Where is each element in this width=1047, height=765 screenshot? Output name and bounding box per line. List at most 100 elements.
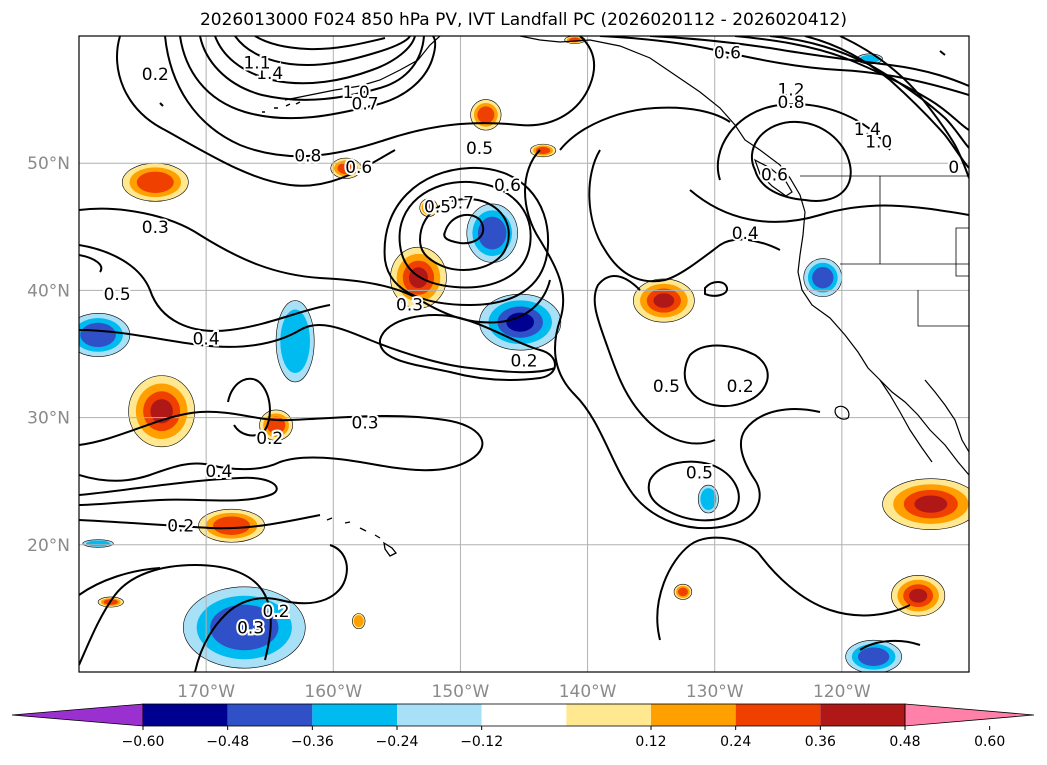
map-frame	[78, 35, 970, 673]
lat-tick-label: 50°N	[27, 154, 70, 174]
shade-ring	[337, 162, 355, 174]
shade-ring	[477, 216, 507, 250]
colorbar-tick-label: −0.48	[206, 734, 249, 750]
shaded-region	[803, 258, 843, 298]
colorbar-segment	[566, 704, 651, 726]
contour-label: 1.0	[865, 133, 892, 153]
contour-label: 0.8	[777, 93, 804, 113]
colorbar-segment	[143, 704, 228, 726]
shade-ring	[86, 540, 110, 547]
contour-label: 1.1	[243, 54, 270, 74]
colorbar-tick-label: −0.12	[460, 734, 503, 750]
colorbar-tick-label: 0.48	[889, 734, 920, 750]
colorbar: −0.60 −0.48 −0.36 −0.24 −0.12 0.12 0.24 0.36 0.4…	[11, 703, 1035, 750]
contour-label: 0.8	[294, 147, 321, 167]
map-title: 2026013000 F024 850 hPa PV, IVT Landfall…	[199, 10, 847, 30]
shade-ring	[535, 146, 551, 155]
colorbar-segment	[397, 704, 482, 726]
lon-tick-label: 150°W	[432, 682, 490, 702]
map-background	[79, 36, 969, 672]
colorbar-segment	[735, 704, 821, 726]
shade-ring	[677, 587, 688, 597]
contour-label: 0.2	[263, 602, 290, 622]
contour-label: 1.4	[256, 64, 283, 84]
shaded-region	[352, 613, 366, 630]
shaded-region	[891, 575, 946, 617]
shade-ring	[477, 106, 495, 124]
contour-label: 0.3	[142, 218, 169, 238]
shade-ring	[423, 202, 434, 213]
shaded-region	[275, 300, 315, 383]
colorbar-extend-low	[11, 703, 144, 727]
shaded-region	[479, 293, 562, 351]
colorbar-tick-label: −0.60	[122, 734, 165, 750]
shaded-region	[82, 539, 114, 548]
colorbar-segment	[651, 704, 736, 726]
shaded-region	[845, 639, 902, 672]
colorbar-tick-label: −0.24	[376, 734, 419, 750]
shade-ring	[280, 309, 311, 374]
contour-label: 0.2	[167, 517, 194, 537]
shaded-region	[470, 99, 502, 131]
colorbar-tick-label: 0.24	[720, 734, 751, 750]
colorbar-tick-label: 0.12	[635, 734, 666, 750]
shade-ring	[653, 293, 675, 308]
latitude-labels: 20°N 30°N 40°N 50°N	[27, 154, 70, 556]
shaded-region	[128, 375, 195, 448]
shade-ring	[812, 266, 834, 289]
pv-contours	[79, 36, 969, 672]
contour-label: 0.4	[193, 330, 220, 350]
contour-label: 0.5	[686, 463, 713, 483]
contour-label: 0.5	[104, 285, 131, 305]
shade-ring	[700, 488, 717, 510]
colorbar-tick-label: 0.36	[805, 734, 836, 750]
gridlines	[79, 36, 969, 672]
shaded-region	[198, 508, 265, 543]
shaded-region	[121, 162, 189, 202]
shade-ring	[914, 495, 948, 513]
shade-ring	[506, 312, 535, 332]
contour-label: 1.0	[343, 83, 370, 103]
contour-label: 1.4	[854, 120, 881, 140]
shade-ring	[909, 588, 928, 603]
colorbar-segment	[481, 704, 567, 726]
shaded-region	[882, 478, 969, 530]
lon-tick-label: 120°W	[813, 682, 871, 702]
shade-ring	[136, 171, 174, 193]
contour-label: 0.7	[352, 94, 379, 114]
colorbar-tick-label: −0.36	[291, 734, 334, 750]
colorbar-segment	[312, 704, 397, 726]
shade-ring	[80, 322, 116, 348]
shaded-region	[466, 203, 518, 263]
shade-ring	[210, 604, 279, 651]
lon-tick-label: 140°W	[559, 682, 617, 702]
shaded-region	[697, 484, 719, 514]
longitude-labels: 170°W 160°W 150°W 140°W 130°W 120°W	[177, 682, 871, 702]
contour-label: 0.6	[714, 44, 741, 64]
shaded-region	[182, 586, 306, 669]
shaded-region	[673, 583, 693, 600]
shaded-region	[530, 143, 557, 158]
lon-tick-label: 160°W	[304, 682, 362, 702]
colorbar-frame	[142, 703, 906, 727]
shade-ring	[353, 615, 364, 628]
contour-label: 1.2	[777, 80, 804, 100]
colorbar-extend-high	[904, 703, 1035, 727]
contour-label: 0.3	[396, 295, 423, 315]
lat-tick-label: 40°N	[27, 281, 70, 301]
contour-label: 0.3	[237, 618, 264, 638]
contour-label: 0	[948, 158, 959, 178]
contour-label: 0.4	[732, 224, 759, 244]
lon-tick-label: 130°W	[686, 682, 744, 702]
lat-tick-label: 30°N	[27, 409, 70, 429]
contour-label: 0.2	[510, 351, 537, 371]
contour-labels: 0.20.30.50.40.80.60.50.70.50.60.30.20.30…	[102, 42, 962, 641]
shade-ring	[213, 516, 251, 535]
colorbar-segment	[227, 704, 313, 726]
colorbar-tick-label: 0.60	[974, 734, 1005, 750]
contour-label: 0.6	[345, 158, 372, 178]
colorbar-segment	[820, 704, 905, 726]
shaded-region	[79, 313, 131, 357]
contour-label: 0.2	[727, 377, 754, 397]
